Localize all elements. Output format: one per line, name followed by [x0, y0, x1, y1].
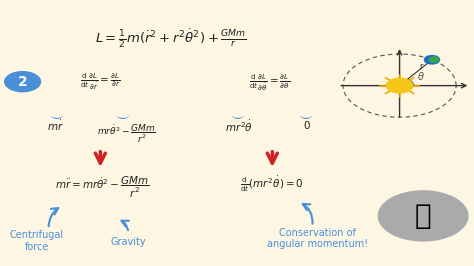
- Text: $mr\dot{\theta}^2 - \dfrac{GMm}{r^2}$: $mr\dot{\theta}^2 - \dfrac{GMm}{r^2}$: [97, 122, 155, 145]
- Text: $\frac{\mathrm{d}}{\mathrm{d}t}\frac{\partial L}{\partial \dot{\theta}} = \frac{: $\frac{\mathrm{d}}{\mathrm{d}t}\frac{\pa…: [249, 72, 291, 93]
- Text: $\frac{\mathrm{d}}{\mathrm{d}t}(mr^2\dot{\theta}) = 0$: $\frac{\mathrm{d}}{\mathrm{d}t}(mr^2\dot…: [240, 175, 304, 194]
- Text: $mr^2\dot{\theta}$: $mr^2\dot{\theta}$: [225, 119, 254, 134]
- Text: $0$: $0$: [303, 119, 310, 131]
- Circle shape: [424, 56, 439, 64]
- Circle shape: [386, 78, 413, 93]
- Text: $m\dot{r}$: $m\dot{r}$: [47, 119, 64, 133]
- Text: $m\ddot{r} = mr\dot{\theta}^2 - \dfrac{GMm}{r^2}$: $m\ddot{r} = mr\dot{\theta}^2 - \dfrac{G…: [55, 175, 150, 200]
- Text: $\frac{\mathrm{d}}{\mathrm{d}t}\frac{\partial L}{\partial \dot{r}} = \frac{\part: $\frac{\mathrm{d}}{\mathrm{d}t}\frac{\pa…: [80, 72, 121, 93]
- Text: 2: 2: [18, 75, 27, 89]
- Circle shape: [378, 191, 468, 241]
- Text: $\smile$: $\smile$: [296, 108, 314, 122]
- Text: Gravity: Gravity: [111, 237, 146, 247]
- Text: Conservation of
angular momentum!: Conservation of angular momentum!: [266, 228, 368, 249]
- Text: $L = \frac{1}{2}m(\dot{r}^2 + r^2\dot{\theta}^2) + \frac{GMm}{r}$: $L = \frac{1}{2}m(\dot{r}^2 + r^2\dot{\t…: [95, 28, 247, 50]
- Circle shape: [5, 72, 40, 92]
- Text: 👤: 👤: [415, 202, 431, 230]
- Text: Centrifugal
force: Centrifugal force: [9, 230, 64, 252]
- Text: $\smile$: $\smile$: [46, 108, 64, 122]
- Text: r: r: [419, 62, 423, 71]
- Text: $\theta$: $\theta$: [418, 70, 425, 82]
- Text: $\smile$: $\smile$: [228, 108, 246, 122]
- Text: $\smile$: $\smile$: [112, 108, 131, 122]
- Circle shape: [429, 57, 438, 63]
